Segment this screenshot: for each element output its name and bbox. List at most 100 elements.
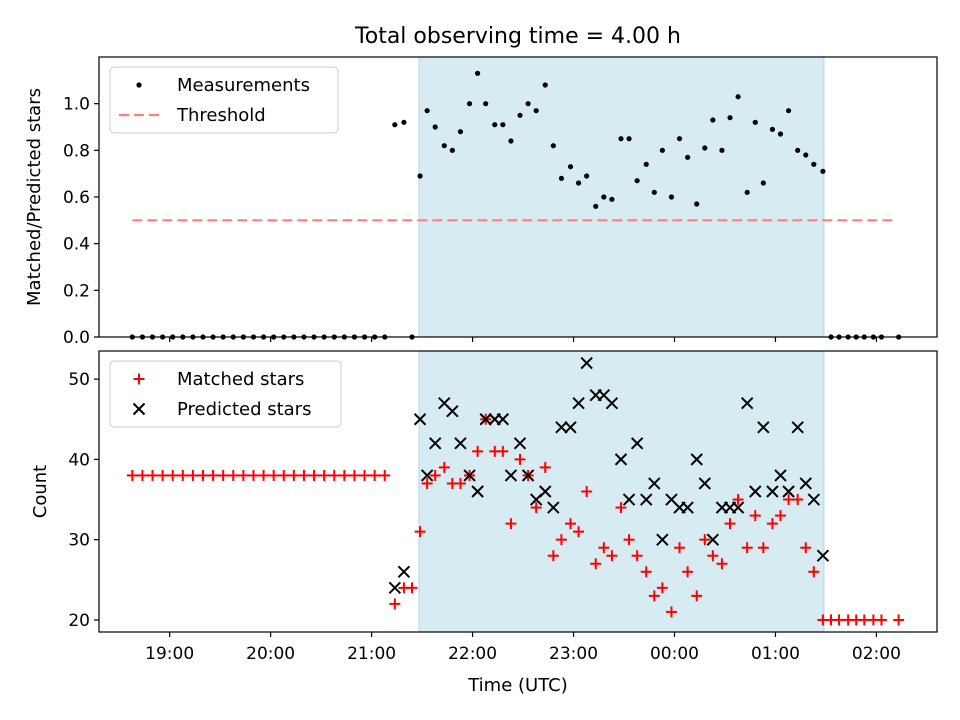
data-point [492,122,498,128]
data-point [421,477,433,489]
data-point [508,138,514,144]
data-point [774,469,787,482]
data-point [719,147,725,153]
data-point [500,122,506,128]
data-point [757,542,769,554]
data-point [702,145,708,151]
data-point [727,115,733,121]
data-point [483,101,489,107]
data-point [369,469,381,481]
data-point [676,136,683,142]
data-point [665,606,677,618]
data-point [614,453,628,466]
legend-box [109,360,342,428]
legend-label: Measurements [177,75,310,96]
data-point [656,582,668,594]
chart-title: Total observing time = 4.00 h [354,24,681,49]
data-point [414,526,426,538]
data-point [441,143,447,149]
x-b [564,421,577,434]
x-b [471,485,484,498]
data-point [564,421,577,434]
data-point [157,469,169,481]
data-point [288,469,300,481]
data-point [690,453,703,466]
x-b [656,533,669,546]
data-point [622,493,636,506]
data-point [555,421,568,434]
data-point [454,477,466,489]
data-point [401,119,407,125]
data-point [573,526,585,538]
y-axis-label: Matched/Predicted stars [24,88,45,306]
y-tick-label: 40 [68,450,90,470]
y-tick-label: 20 [68,611,90,631]
data-point [567,164,574,170]
data-point [420,469,434,482]
data-point [475,70,481,76]
data-point [643,161,649,167]
data-point [807,493,821,506]
x-b [454,437,467,450]
y-tick-label: 50 [68,370,90,390]
data-point [424,108,430,114]
data-point [454,437,467,450]
x-tick-label: 20:00 [246,644,295,664]
data-point [740,396,754,410]
data-point [782,485,795,498]
data-point [432,124,438,130]
data-point [514,453,526,465]
data-point [237,469,249,481]
data-point [682,566,694,578]
data-point [749,510,761,522]
data-point [550,143,556,149]
data-point [681,501,694,514]
data-point [785,108,792,114]
data-point [691,590,703,602]
observing-interval-shade [418,56,825,338]
data-point [598,542,610,554]
x-tick-label: 01:00 [751,644,800,664]
data-point [328,469,340,481]
x-b [766,485,779,498]
data-point [816,549,830,562]
data-point [446,405,459,418]
data-point [530,502,542,514]
data-point [749,485,762,498]
data-point [699,534,711,546]
data-point [227,469,239,481]
data-point [558,175,565,181]
data-point [735,94,741,100]
x-tick-label: 23:00 [549,644,598,664]
x-b [698,477,711,490]
data-point [757,421,770,434]
data-point [732,494,744,506]
data-point [197,469,209,481]
data-point [575,180,582,186]
x-b [791,421,804,434]
x-b [706,533,720,546]
x-b [665,493,678,506]
x-b [648,477,661,490]
x-b [513,437,527,450]
data-point [630,437,644,450]
x-b [463,469,476,482]
data-point [791,421,804,434]
x-b [539,485,552,498]
data-point [648,590,660,602]
data-point [359,469,371,481]
data-point [606,550,618,562]
series-matched-stars [126,413,905,626]
data-point [547,501,560,514]
top-panel-measurements: 0.0 0.2 0.4 0.6 0.8 1.0 Matched/Predicted star… [24,56,938,348]
x-b [547,501,560,514]
x-b [681,501,694,514]
data-point [167,469,179,481]
data-point [207,469,219,481]
x-b [774,469,787,482]
data-point [581,486,593,497]
data-point [875,614,887,626]
data-point [429,469,441,481]
data-point [533,108,539,114]
data-point [338,469,350,481]
